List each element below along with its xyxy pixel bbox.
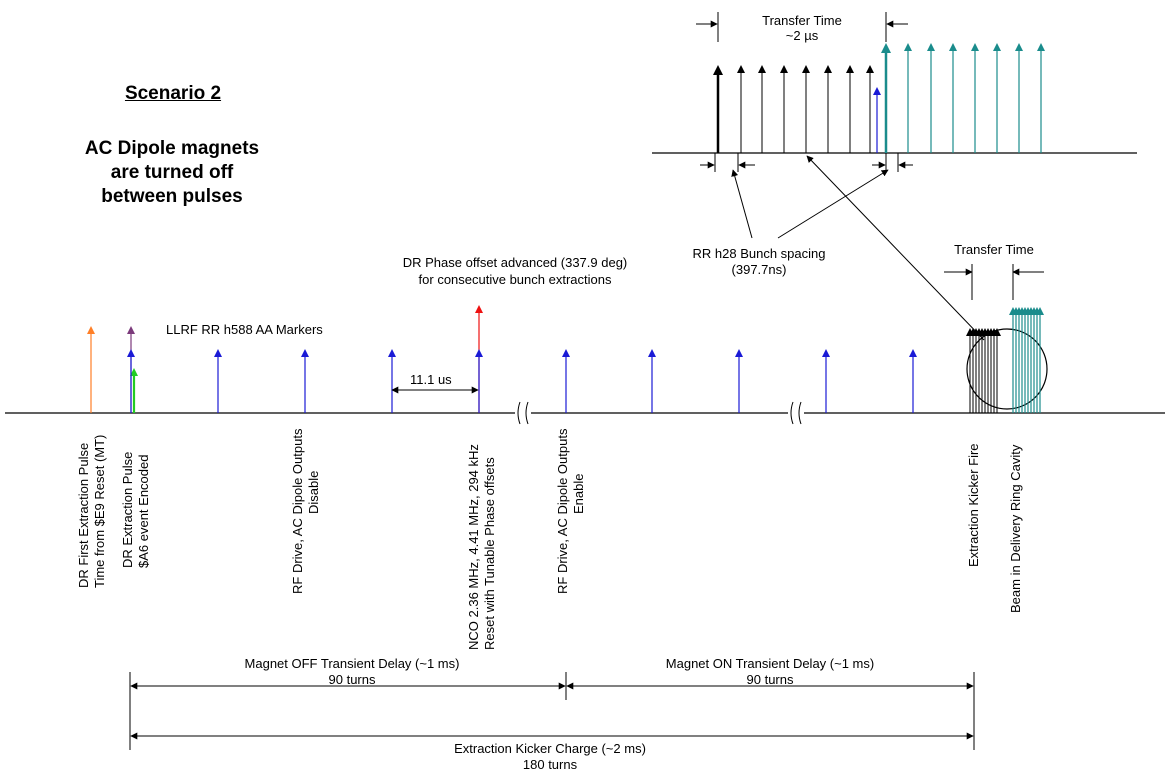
rf-disable-label-line-2: Disable	[306, 470, 321, 514]
inset-teal-arrow-head	[1037, 43, 1045, 51]
nco-label-line-2: Reset with Tunable Phase offsets	[482, 457, 497, 650]
llrf-markers-label: LLRF RR h588 AA Markers	[166, 322, 323, 337]
nco-label-line-1: NCO 2.36 MHz, 4.41 MHz, 294 kHz	[466, 444, 481, 650]
aa-marker-arrow-head	[301, 349, 309, 357]
aa-marker-arrow-head	[214, 349, 222, 357]
beam-bunch-arrow-head	[1036, 307, 1044, 315]
kicker-charge-label: Extraction Kicker Charge (~2 ms)	[454, 741, 646, 756]
aa-marker-arrow-head	[735, 349, 743, 357]
kicker-bunch-arrows	[966, 328, 1001, 413]
scenario-subtitle-line-3: between pulses	[101, 186, 243, 207]
inset-bunch-arrow-head	[737, 65, 745, 73]
aa-marker-arrow-head	[562, 349, 570, 357]
aa-marker-arrow-head	[475, 349, 483, 357]
extraction-pulse-label-line-2: $A6 event Encoded	[136, 454, 151, 568]
first-extraction-label-line-2: Time from $E9 Reset (MT)	[92, 434, 107, 588]
scenario-title: Scenario 2	[124, 83, 222, 104]
aa-markers	[127, 349, 917, 413]
first-extraction-label-line-1: DR First Extraction Pulse	[76, 442, 91, 588]
inset-bunch-arrow-head	[866, 65, 874, 73]
break-mark-1	[515, 401, 531, 425]
break-mark-2	[788, 401, 804, 425]
aa-marker-arrow-head	[127, 349, 135, 357]
green-event-arrow-head	[130, 368, 138, 376]
magnet-on-label: Magnet ON Transient Delay (~1 ms)	[665, 656, 875, 671]
aa-marker-arrow-head	[822, 349, 830, 357]
bunch-spacing-value: (397.7ns)	[731, 262, 787, 277]
bunch-spacing-label: RR h28 Bunch spacing	[692, 246, 826, 261]
kicker-charge-turns: 180 turns	[522, 757, 578, 772]
inset-bunch-arrow-head	[846, 65, 854, 73]
inset-transfer-time-value: ~2 µs	[785, 28, 819, 43]
inset-bunch-arrows	[713, 43, 1045, 153]
magnet-off-label: Magnet OFF Transient Delay (~1 ms)	[244, 656, 460, 671]
aa-marker-arrow-head	[909, 349, 917, 357]
first-extraction-arrow-head	[87, 326, 95, 334]
phase-offset-arrow-head	[475, 305, 483, 313]
magnet-off-turns: 90 turns	[328, 672, 376, 687]
pointer-line	[731, 169, 753, 239]
kicker-bunch-arrow-head	[993, 328, 1001, 336]
inset-bunch-arrow-head	[758, 65, 766, 73]
marker-interval-label: 11.1 us	[410, 372, 452, 387]
inset-teal-arrow-head	[1015, 43, 1023, 51]
inset-teal-arrow-head	[993, 43, 1001, 51]
magnet-on-turns: 90 turns	[746, 672, 794, 687]
aa-marker-arrow-head	[388, 349, 396, 357]
beam-cavity-label: Beam in Delivery Ring Cavity	[1008, 444, 1023, 613]
inset-first-bunch-arrow-head	[713, 65, 723, 75]
beam-bunch-arrows	[1009, 307, 1044, 413]
inset-bunch-arrow-head	[802, 65, 810, 73]
inset-teal-first-arrow-head	[881, 43, 891, 53]
inset-teal-arrow-head	[904, 43, 912, 51]
inset-transfer-time-label: Transfer Time	[762, 13, 842, 28]
zoom-pointer-line	[806, 155, 985, 341]
inset-teal-arrow-head	[971, 43, 979, 51]
phase-offset-line-2: for consecutive bunch extractions	[418, 272, 612, 287]
inset-bunch-arrow-head	[780, 65, 788, 73]
beam-circle	[966, 328, 1048, 410]
rf-enable-label-line-2: Enable	[571, 473, 586, 514]
inset-bunch-arrow-head	[824, 65, 832, 73]
kicker-fire-label: Extraction Kicker Fire	[966, 443, 981, 567]
scenario-subtitle-line-2: are turned off	[110, 162, 234, 183]
pointer-line	[777, 169, 889, 239]
rf-enable-label-line-1: RF Drive, AC Dipole Outputs	[555, 428, 570, 594]
scenario-subtitle-line-1: AC Dipole magnets	[84, 138, 260, 159]
right-transfer-time-label: Transfer Time	[954, 242, 1034, 257]
extraction-pulse-label-line-1: DR Extraction Pulse	[120, 451, 135, 568]
inset-teal-arrow-head	[949, 43, 957, 51]
inset-blue-arrow-head	[873, 87, 881, 95]
extraction-pulse-arrow-head	[127, 326, 135, 334]
aa-marker-arrow-head	[648, 349, 656, 357]
phase-offset-line-1: DR Phase offset advanced (337.9 deg)	[402, 255, 628, 270]
rf-disable-label-line-1: RF Drive, AC Dipole Outputs	[290, 428, 305, 594]
inset-teal-arrow-head	[927, 43, 935, 51]
